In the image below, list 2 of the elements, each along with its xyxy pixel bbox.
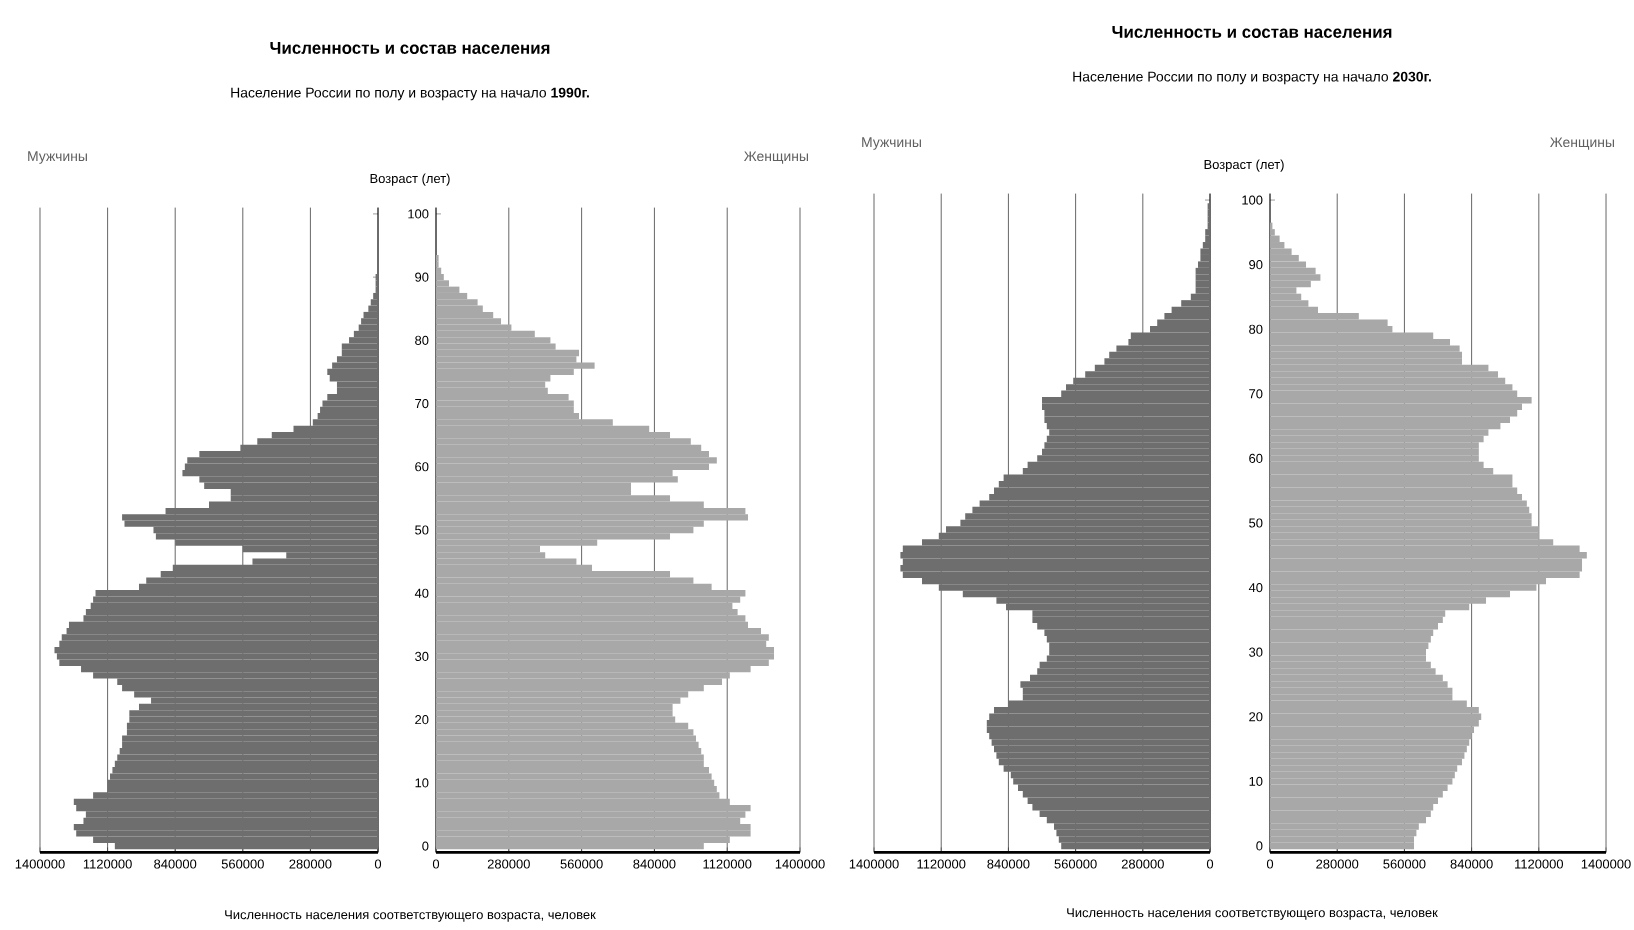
text: Численность и состав населения xyxy=(1112,26,1392,38)
chart-title: Численность и состав населения xyxy=(270,42,550,54)
